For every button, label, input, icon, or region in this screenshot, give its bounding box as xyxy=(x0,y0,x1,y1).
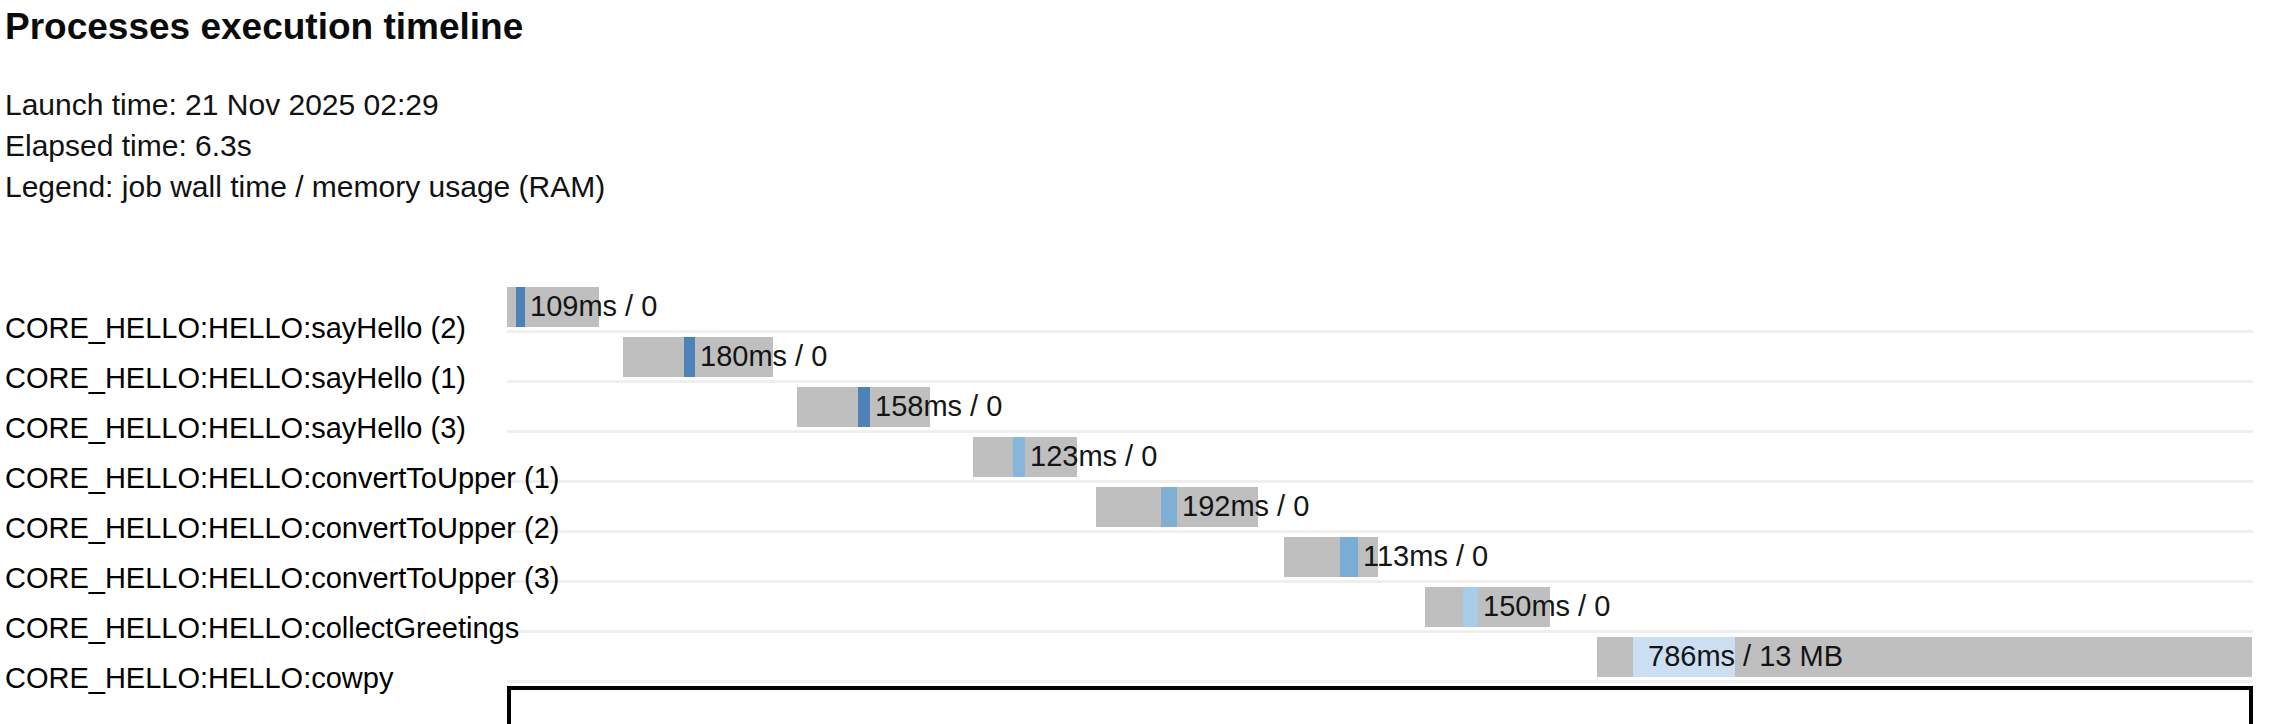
bottom-section-box xyxy=(507,686,2253,724)
bar-highlight-segment xyxy=(516,287,525,327)
row-label: CORE_HELLO:HELLO:cowpy xyxy=(5,657,393,699)
timeline-chart: CORE_HELLO:HELLO:sayHello (2) 109ms / 0 CO… xyxy=(0,0,2284,724)
bar-value-text: 158ms / 0 xyxy=(875,386,1002,426)
bar-value-text: 786ms / 13 MB xyxy=(1648,636,1843,676)
bar-highlight-segment xyxy=(1340,537,1358,577)
bar-value-text: 123ms / 0 xyxy=(1030,436,1157,476)
row-separator xyxy=(507,630,2253,633)
row-separator xyxy=(507,480,2253,483)
bar-highlight-segment xyxy=(1161,487,1177,527)
row-label: CORE_HELLO:HELLO:collectGreetings xyxy=(5,607,519,649)
row-separator xyxy=(507,430,2253,433)
bar-value-text: 192ms / 0 xyxy=(1182,486,1309,526)
row-separator xyxy=(507,530,2253,533)
row-label: CORE_HELLO:HELLO:convertToUpper (2) xyxy=(5,507,559,549)
row-separator xyxy=(507,380,2253,383)
bar-value-text: 150ms / 0 xyxy=(1483,586,1610,626)
row-label: CORE_HELLO:HELLO:convertToUpper (3) xyxy=(5,557,559,599)
bar-value-text: 113ms / 0 xyxy=(1363,536,1488,576)
bar-value-text: 109ms / 0 xyxy=(530,286,657,326)
bar-highlight-segment xyxy=(1013,437,1025,477)
bar-highlight-segment xyxy=(684,337,695,377)
bar-highlight-segment xyxy=(858,387,870,427)
row-label: CORE_HELLO:HELLO:sayHello (1) xyxy=(5,357,466,399)
bar-highlight-segment xyxy=(1463,587,1478,627)
row-separator xyxy=(507,680,2253,683)
row-label: CORE_HELLO:HELLO:sayHello (3) xyxy=(5,407,466,449)
row-label: CORE_HELLO:HELLO:sayHello (2) xyxy=(5,307,466,349)
bar-value-text: 180ms / 0 xyxy=(700,336,827,376)
row-separator xyxy=(507,330,2253,333)
row-separator xyxy=(507,580,2253,583)
row-label: CORE_HELLO:HELLO:convertToUpper (1) xyxy=(5,457,559,499)
